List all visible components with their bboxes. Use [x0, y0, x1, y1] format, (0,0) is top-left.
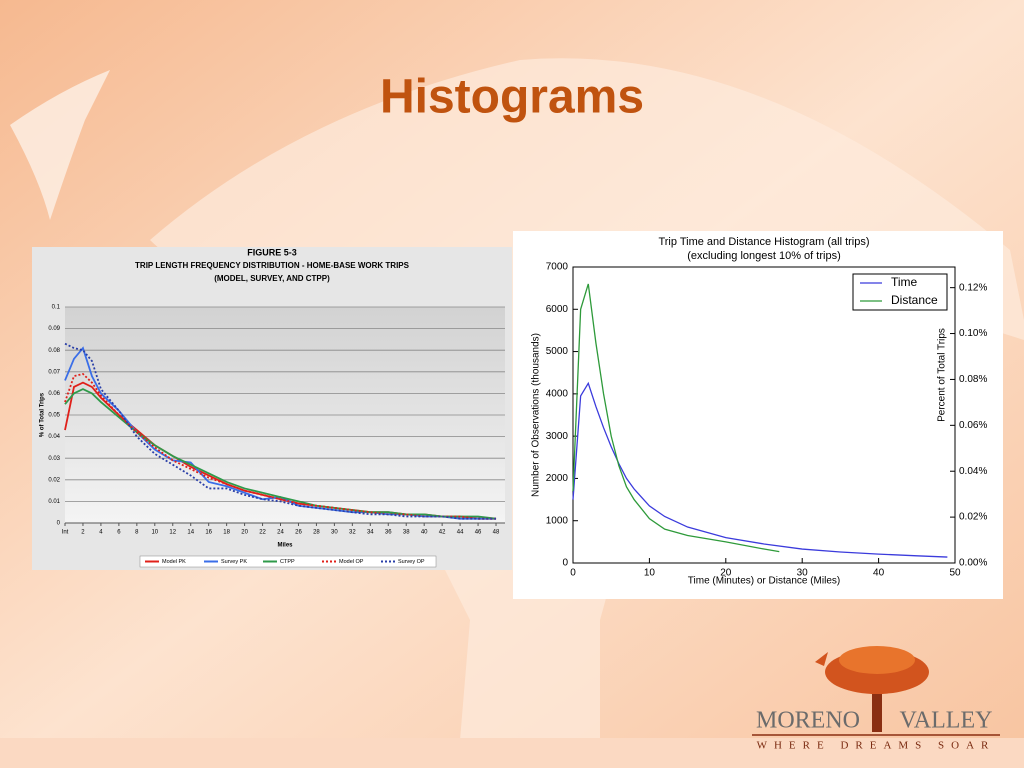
x-tick-label: 22 [259, 530, 266, 536]
x-tick-label: 44 [457, 530, 464, 536]
x-tick-label: 26 [295, 530, 302, 536]
y-tick-label: 7000 [546, 262, 569, 273]
x-tick-label: 50 [949, 568, 961, 579]
x-tick-label: 42 [439, 530, 446, 536]
x-tick-label: 12 [169, 530, 176, 536]
y-tick-label: 0.02 [48, 477, 60, 483]
x-tick-label: 8 [135, 530, 139, 536]
chart-subtitle: (MODEL, SURVEY, AND CTPP) [214, 274, 330, 283]
series-line [572, 283, 780, 553]
x-tick-label: 4 [99, 530, 103, 536]
y2-tick-label: 0.10% [959, 328, 987, 339]
logo-tagline: WHERE DREAMS SOAR [757, 740, 996, 752]
y2-tick-label: 0.06% [959, 420, 987, 431]
chart-subtitle: (excluding longest 10% of trips) [687, 250, 840, 262]
y-tick-label: 0.04 [48, 434, 60, 440]
y-axis-label: Number of Observations (thousands) [531, 333, 542, 497]
x-tick-label: 18 [223, 530, 230, 536]
x-tick-label: 20 [241, 530, 248, 536]
y2-tick-label: 0.02% [959, 512, 987, 523]
plot-frame [572, 266, 956, 564]
x-tick-label: 10 [644, 568, 656, 579]
y-tick-label: 0.09 [48, 326, 60, 332]
legend-label: CTPP [280, 559, 295, 565]
y-tick-label: 0.08 [48, 348, 60, 354]
series-line [572, 381, 948, 558]
y-tick-label: 3000 [546, 431, 569, 442]
series-line [64, 346, 497, 520]
logo-canopy [839, 646, 915, 674]
x-axis-label: Miles [277, 543, 293, 549]
x-tick-label: Int [62, 530, 69, 536]
x-tick-label: 2 [81, 530, 85, 536]
series-line [64, 388, 497, 520]
x-tick-label: 24 [277, 530, 284, 536]
legend-label: Survey PK [221, 559, 247, 565]
logo-word: VALLEY [900, 708, 993, 734]
y2-tick-label: 0.00% [959, 558, 987, 569]
y-tick-label: 0.06 [48, 391, 60, 397]
x-tick-label: 20 [720, 568, 732, 579]
y-tick-label: 0.1 [52, 305, 61, 311]
y-tick-label: 0.07 [48, 369, 60, 375]
logo: MORENO VALLEY WHERE DREAMS SOAR [752, 646, 1000, 752]
y-tick-label: 0 [562, 558, 568, 569]
y-axis-label: % of Total Trips [40, 392, 46, 437]
x-tick-label: 6 [117, 530, 121, 536]
x-tick-label: 14 [187, 530, 194, 536]
x-tick-label: 38 [403, 530, 410, 536]
x-tick-label: 16 [205, 530, 212, 536]
y2-axis-label: Percent of Total Trips [937, 328, 948, 422]
legend-box [139, 555, 437, 568]
x-tick-label: 28 [313, 530, 320, 536]
y2-tick-label: 0.04% [959, 466, 987, 477]
x-tick-label: 30 [331, 530, 338, 536]
bird-silhouette [10, 70, 110, 220]
y-tick-label: 0.05 [48, 413, 60, 419]
y-tick-label: 4000 [546, 388, 569, 399]
x-tick-label: 30 [797, 568, 809, 579]
logo-trunk [872, 690, 882, 732]
series-line [64, 372, 497, 520]
chart-title: Trip Time and Distance Histogram (all tr… [658, 236, 869, 248]
y2-tick-label: 0.08% [959, 374, 987, 385]
y-tick-label: 0 [57, 521, 61, 527]
x-tick-label: 40 [873, 568, 885, 579]
logo-bird [815, 652, 828, 666]
y-tick-label: 5000 [546, 346, 569, 357]
x-tick-label: 32 [349, 530, 356, 536]
x-tick-label: 40 [421, 530, 428, 536]
y-tick-label: 1000 [546, 515, 569, 526]
logo-word: MORENO [756, 708, 860, 734]
legend-label: Survey OP [398, 559, 425, 565]
x-tick-label: 34 [367, 530, 374, 536]
chart-title: FIGURE 5-3 [247, 247, 297, 257]
chart-subtitle: TRIP LENGTH FREQUENCY DISTRIBUTION - HOM… [135, 261, 410, 270]
x-tick-label: 48 [493, 530, 500, 536]
legend-box [852, 273, 948, 311]
x-tick-label: 46 [475, 530, 482, 536]
y-tick-label: 0.03 [48, 456, 60, 462]
series-line [64, 342, 497, 520]
y-tick-label: 2000 [546, 473, 569, 484]
y-tick-label: 0.01 [48, 499, 60, 505]
legend-label: Distance [891, 293, 938, 307]
x-tick-label: 36 [385, 530, 392, 536]
legend-label: Model PK [162, 559, 186, 565]
x-tick-label: 10 [151, 530, 158, 536]
slide-title: Histograms [380, 71, 644, 124]
x-tick-label: 0 [570, 568, 576, 579]
y2-tick-label: 0.12% [959, 282, 987, 293]
x-axis-label: Time (Minutes) or Distance (Miles) [688, 576, 840, 587]
footer-band [0, 738, 1024, 768]
y-tick-label: 6000 [546, 304, 569, 315]
legend-label: Model OP [339, 559, 364, 565]
legend-label: Time [891, 275, 918, 289]
